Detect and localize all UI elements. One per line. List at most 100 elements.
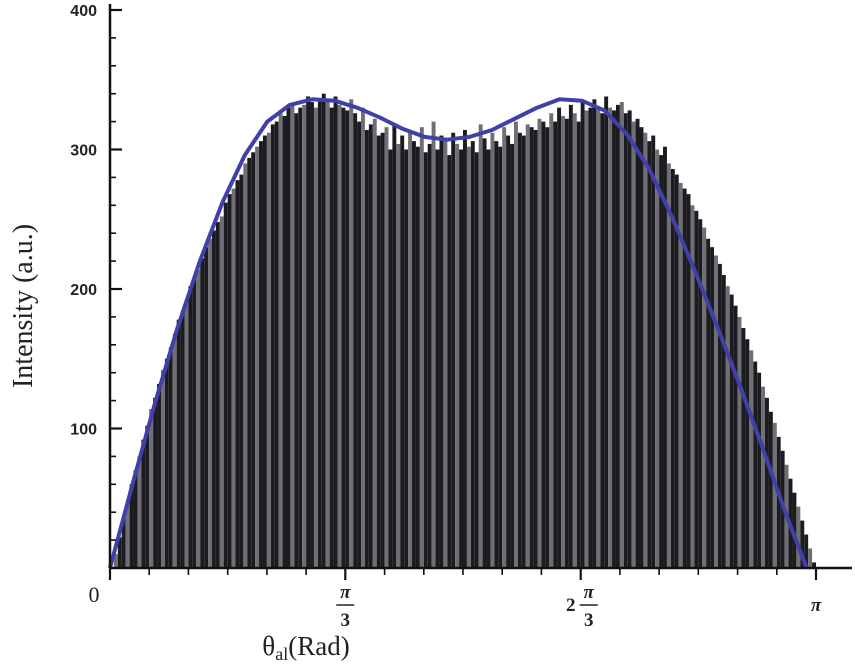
histogram-bar	[392, 124, 397, 568]
histogram-bar	[180, 311, 185, 568]
histogram-bar	[639, 127, 644, 569]
histogram-bar	[557, 107, 562, 569]
x-tick-numerator: π	[811, 595, 822, 616]
histogram-bar	[200, 258, 205, 568]
histogram-bar	[506, 135, 511, 569]
histogram-bar	[651, 135, 656, 569]
histogram-bar	[400, 135, 405, 569]
histogram-bar	[317, 99, 322, 568]
histogram-bar	[274, 121, 279, 568]
histogram-bar	[612, 110, 616, 568]
histogram-bar	[157, 383, 161, 568]
histogram-bar	[604, 96, 609, 569]
histogram-bar	[298, 107, 303, 569]
histogram-bar	[427, 143, 432, 569]
histogram-bar	[372, 118, 377, 568]
histogram-bar	[459, 149, 463, 568]
histogram-bar	[211, 230, 216, 568]
histogram-bar	[188, 286, 193, 568]
histogram-bar	[768, 411, 773, 568]
histogram-bar	[631, 121, 636, 568]
histogram-bar	[223, 202, 228, 568]
x-tick-numerator: π	[340, 582, 351, 603]
histogram-bar	[423, 152, 428, 569]
histogram-bar	[792, 492, 797, 568]
histogram-bar	[733, 305, 738, 568]
histogram-bar	[615, 104, 620, 569]
histogram-bar	[137, 456, 142, 568]
histogram-bar	[761, 386, 766, 568]
histogram-bar	[290, 104, 295, 569]
histogram-bars	[113, 93, 816, 569]
histogram-bar	[647, 141, 652, 568]
histogram-bar	[498, 146, 503, 568]
histogram-bar	[431, 121, 436, 568]
histogram-bar	[415, 146, 420, 568]
histogram-bar	[282, 116, 287, 569]
histogram-bar	[286, 107, 291, 569]
y-tick-label: 100	[70, 422, 97, 439]
histogram-bar	[706, 238, 711, 568]
histogram-bar	[259, 141, 263, 568]
histogram-bar	[474, 152, 479, 569]
histogram-bar	[812, 562, 816, 568]
histogram-bar	[361, 107, 365, 569]
histogram-bar	[149, 408, 154, 568]
histogram-bar	[765, 397, 769, 568]
histogram-bar	[153, 397, 158, 568]
histogram-bar	[306, 96, 311, 569]
histogram-bar	[243, 163, 248, 568]
histogram-bar	[404, 149, 409, 568]
histogram-bar	[478, 124, 483, 568]
histogram-bar	[772, 422, 777, 568]
histogram-bar	[345, 110, 350, 568]
histogram-bar	[235, 180, 240, 568]
histogram-bar	[690, 205, 695, 569]
histogram-bar	[694, 210, 699, 568]
histogram-bar	[686, 194, 691, 568]
histogram-bar	[255, 146, 260, 568]
histogram-bar	[737, 316, 742, 568]
histogram-bar	[451, 132, 456, 568]
histogram-bar	[419, 127, 424, 569]
histogram-bar	[302, 104, 307, 569]
histogram-bar	[266, 132, 271, 568]
histogram-bar	[717, 263, 722, 568]
histogram-bar	[192, 277, 197, 568]
histogram-bar	[313, 107, 318, 569]
histogram-bar	[568, 104, 573, 569]
histogram-bar	[580, 102, 585, 568]
histogram-bar	[513, 121, 518, 568]
histogram-bar	[176, 319, 181, 568]
x-tick-label: π 32	[566, 582, 598, 631]
histogram-bar	[576, 121, 581, 568]
histogram-bar	[525, 124, 530, 568]
histogram-bar	[196, 269, 201, 568]
histogram-bar	[376, 135, 381, 569]
histogram-bar	[215, 222, 220, 569]
x-axis-label: θal(Rad)	[262, 631, 349, 664]
histogram-bar	[721, 275, 726, 568]
histogram-bar	[145, 425, 150, 568]
histogram-bar	[435, 149, 440, 568]
histogram-bar	[714, 255, 718, 568]
x-tick-label: 0	[89, 582, 100, 607]
histogram-bar	[310, 102, 314, 568]
histogram-bar	[341, 107, 346, 569]
y-tick-label: 300	[70, 143, 97, 160]
x-tick-denominator: 3	[584, 610, 594, 631]
x-tick-coefficient: 2	[566, 595, 576, 616]
histogram-bar	[408, 129, 413, 568]
histogram-bar	[325, 102, 330, 568]
histogram-bar	[184, 300, 189, 568]
histogram-bar	[545, 127, 550, 569]
histogram-bar	[564, 118, 569, 568]
histogram-bar	[333, 96, 338, 569]
histogram-bar	[663, 146, 667, 568]
histogram-bar	[357, 121, 362, 568]
histogram-bar	[666, 163, 671, 568]
histogram-bar	[725, 286, 730, 568]
histogram-bar	[388, 149, 393, 568]
histogram-bar	[561, 116, 565, 569]
